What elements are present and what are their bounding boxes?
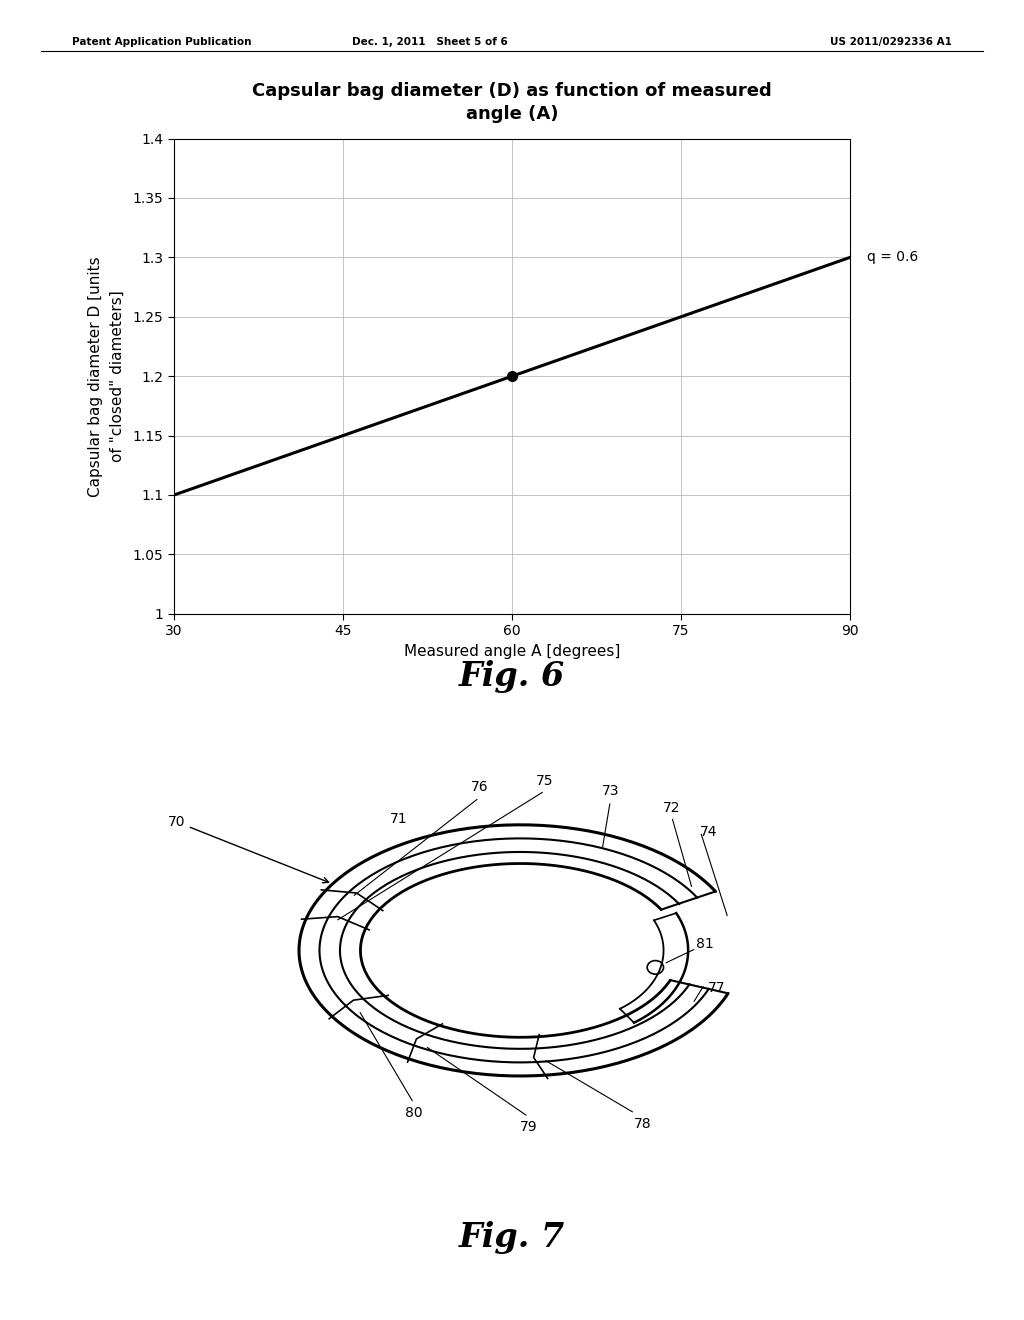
X-axis label: Measured angle A [degrees]: Measured angle A [degrees] [403, 644, 621, 659]
Text: 79: 79 [519, 1119, 538, 1134]
Text: 72: 72 [663, 801, 681, 814]
Text: Fig. 7: Fig. 7 [459, 1221, 565, 1254]
Text: 70: 70 [167, 814, 329, 883]
Text: 76: 76 [470, 780, 488, 795]
Y-axis label: Capsular bag diameter D [units
of "closed" diameters]: Capsular bag diameter D [units of "close… [88, 256, 125, 496]
Text: 73: 73 [601, 784, 620, 797]
Text: 77: 77 [708, 981, 726, 995]
Text: 78: 78 [634, 1117, 652, 1130]
Text: 81: 81 [695, 937, 714, 950]
Text: Patent Application Publication: Patent Application Publication [72, 37, 251, 48]
Text: Fig. 6: Fig. 6 [459, 660, 565, 693]
Text: q = 0.6: q = 0.6 [867, 251, 919, 264]
Text: 75: 75 [536, 774, 554, 788]
Text: US 2011/0292336 A1: US 2011/0292336 A1 [830, 37, 952, 48]
Text: 74: 74 [699, 825, 718, 838]
Text: 80: 80 [404, 1106, 423, 1121]
Title: Capsular bag diameter (D) as function of measured
angle (A): Capsular bag diameter (D) as function of… [252, 82, 772, 123]
Text: Dec. 1, 2011   Sheet 5 of 6: Dec. 1, 2011 Sheet 5 of 6 [352, 37, 508, 48]
Text: 71: 71 [390, 812, 408, 825]
